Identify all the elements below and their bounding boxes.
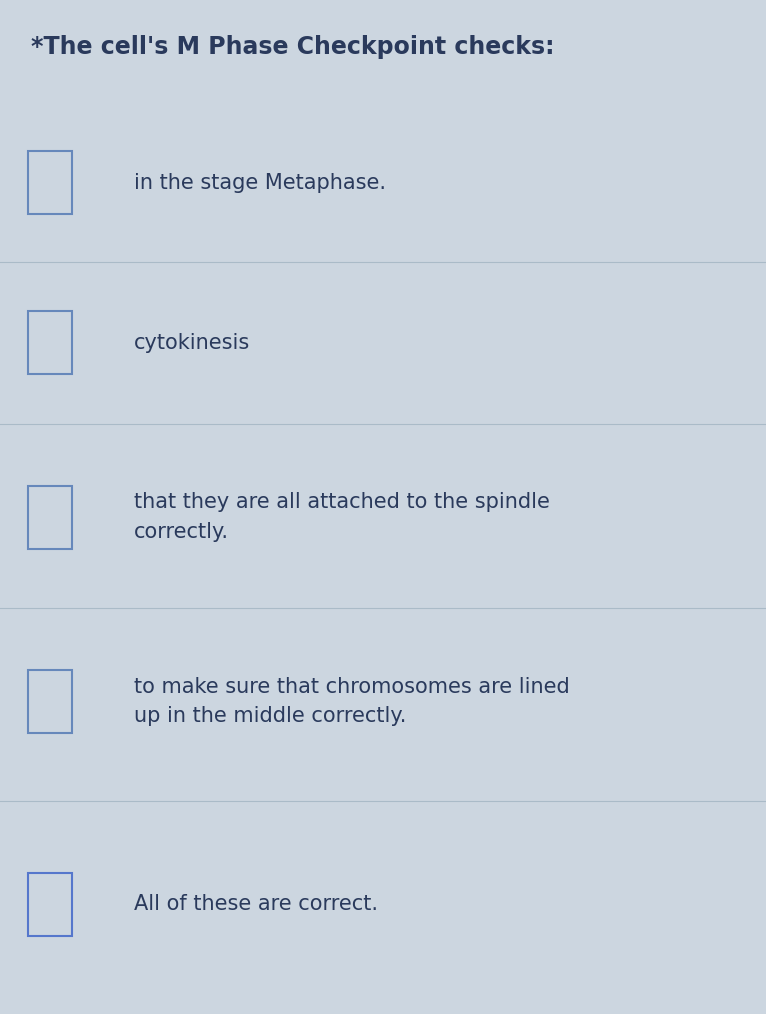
Bar (28, 486, 72, 549)
Bar (28, 311, 72, 374)
Text: cytokinesis: cytokinesis (134, 333, 250, 353)
Bar (28, 873, 72, 936)
Text: All of these are correct.: All of these are correct. (134, 894, 378, 915)
Text: to make sure that chromosomes are lined
up in the middle correctly.: to make sure that chromosomes are lined … (134, 677, 570, 726)
Text: in the stage Metaphase.: in the stage Metaphase. (134, 172, 386, 193)
Bar (28, 151, 72, 214)
Bar (28, 670, 72, 733)
Text: that they are all attached to the spindle
correctly.: that they are all attached to the spindl… (134, 493, 550, 541)
Text: *The cell's M Phase Checkpoint checks:: *The cell's M Phase Checkpoint checks: (31, 35, 554, 60)
